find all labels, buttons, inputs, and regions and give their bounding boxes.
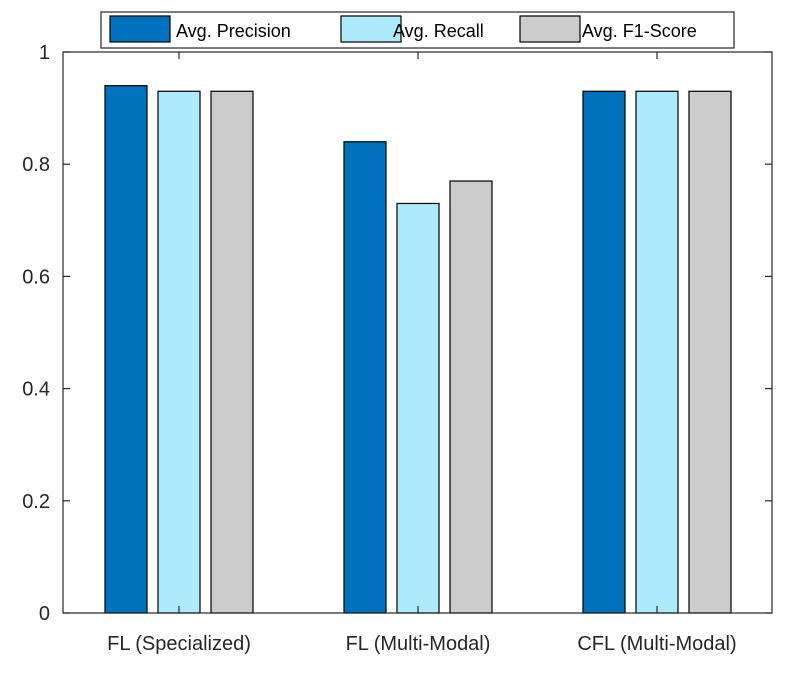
y-tick-label: 0.8 [22, 154, 50, 176]
bar-recall-2 [635, 90, 679, 614]
bar-f1-score-0 [210, 90, 254, 614]
bar-recall-1 [396, 202, 440, 614]
y-tick-label: 0 [39, 603, 50, 625]
legend-swatch-1 [340, 15, 402, 43]
bars-group [104, 85, 732, 614]
legend-swatch-2 [519, 15, 581, 43]
x-tick-label: CFL (Multi-Modal) [577, 633, 736, 655]
y-tick-label: 1 [39, 42, 50, 64]
legend: Avg. Precision Avg. Recall Avg. F1-Score [100, 11, 735, 49]
legend-swatch-0 [109, 15, 171, 43]
x-tick-label: FL (Multi-Modal) [346, 633, 491, 655]
x-axis: FL (Specialized) FL (Multi-Modal) CFL (Mul… [107, 52, 737, 655]
bar-f1-score-1 [449, 180, 493, 614]
legend-box [100, 11, 735, 49]
bar-precision-1 [343, 141, 387, 614]
legend-label-1: Avg. Recall [393, 21, 484, 41]
bar-recall-0 [157, 90, 201, 614]
y-axis: 0 0.2 0.4 0.6 0.8 1 [22, 42, 772, 625]
bar-precision-0 [104, 85, 148, 614]
bar-f1-score-2 [688, 90, 732, 614]
legend-label-2: Avg. F1-Score [582, 21, 697, 41]
bar-precision-2 [582, 90, 626, 614]
y-tick-label: 0.4 [22, 379, 50, 401]
y-tick-label: 0.6 [22, 266, 50, 288]
legend-label-0: Avg. Precision [176, 21, 291, 41]
y-tick-label: 0.2 [22, 491, 50, 513]
x-tick-label: FL (Specialized) [107, 633, 251, 655]
